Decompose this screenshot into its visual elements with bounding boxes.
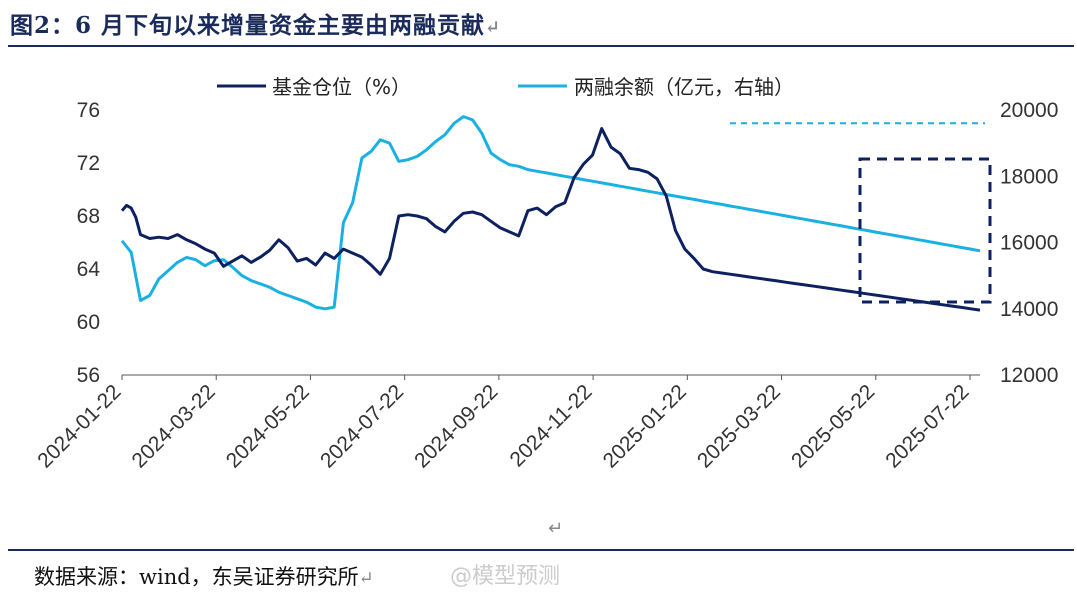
center-return-mark: ↵ [548,518,564,539]
y-right-tick-label: 16000 [1000,232,1058,255]
source-return-mark: ↵ [358,568,374,589]
x-tick-label: 2024-03-22 [128,380,220,472]
data-source: 数据来源：wind，东吴证券研究所↵ [34,565,374,589]
legend: 基金仓位（%） 两融余额（亿元，右轴） [217,75,794,99]
chart-title: 图2：6 月下旬以来增量资金主要由两融贡献↵ [10,12,502,39]
y-right-tick-label: 12000 [1000,364,1058,387]
x-tick-label: 2025-01-22 [599,380,691,472]
y-left-tick-label: 76 [77,99,100,122]
top-rule [8,45,1074,47]
y-left-tick-label: 64 [77,258,101,281]
x-tick-label: 2025-05-22 [787,380,879,472]
watermark: @模型预测 [450,564,561,589]
x-tick-label: 2024-01-22 [33,380,125,472]
x-tick-label: 2024-07-22 [316,380,408,472]
legend-label-fund: 基金仓位（%） [272,75,411,99]
x-tick-label: 2025-03-22 [693,380,785,472]
x-tick-label: 2025-07-22 [881,380,973,472]
y-right-tick-label: 20000 [1000,99,1058,122]
x-tick-label: 2024-11-22 [506,380,597,471]
series-line-margin-balance [120,115,981,311]
y-left-tick-label: 68 [77,205,100,228]
x-tick-label: 2024-05-22 [222,380,314,472]
y-left-tick-label: 72 [77,152,100,175]
y-right-tick-label: 18000 [1000,165,1058,188]
y-left-tick-label: 56 [77,364,100,387]
highlight-box [858,157,992,304]
legend-label-margin: 两融余额（亿元，右轴） [574,75,794,99]
return-mark: ↵ [485,17,502,38]
y-left-tick-label: 60 [77,311,100,334]
x-tick-label: 2024-09-22 [410,380,502,472]
series-line-fund-position [120,127,981,312]
y-right-tick-label: 14000 [1000,298,1058,321]
bottom-rule [8,549,1074,551]
